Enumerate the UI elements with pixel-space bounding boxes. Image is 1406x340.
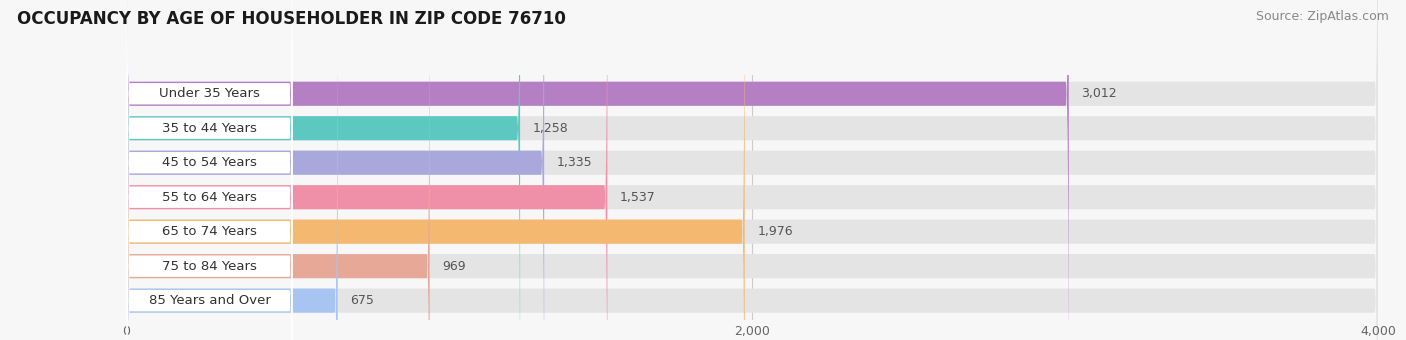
FancyBboxPatch shape (127, 0, 607, 340)
FancyBboxPatch shape (127, 0, 745, 340)
Text: 65 to 74 Years: 65 to 74 Years (162, 225, 257, 238)
Text: Source: ZipAtlas.com: Source: ZipAtlas.com (1256, 10, 1389, 23)
FancyBboxPatch shape (127, 0, 520, 340)
FancyBboxPatch shape (127, 0, 1378, 340)
FancyBboxPatch shape (127, 0, 337, 340)
FancyBboxPatch shape (127, 0, 292, 340)
Text: 1,537: 1,537 (620, 191, 655, 204)
Text: Under 35 Years: Under 35 Years (159, 87, 260, 100)
Text: 75 to 84 Years: 75 to 84 Years (162, 260, 257, 273)
FancyBboxPatch shape (127, 0, 1378, 340)
Text: 45 to 54 Years: 45 to 54 Years (162, 156, 257, 169)
FancyBboxPatch shape (127, 0, 544, 340)
FancyBboxPatch shape (127, 0, 292, 340)
FancyBboxPatch shape (127, 1, 292, 340)
FancyBboxPatch shape (127, 0, 1378, 340)
Text: 3,012: 3,012 (1081, 87, 1116, 100)
FancyBboxPatch shape (127, 0, 1069, 340)
FancyBboxPatch shape (127, 0, 1378, 340)
Text: OCCUPANCY BY AGE OF HOUSEHOLDER IN ZIP CODE 76710: OCCUPANCY BY AGE OF HOUSEHOLDER IN ZIP C… (17, 10, 565, 28)
FancyBboxPatch shape (127, 0, 1378, 340)
Text: 35 to 44 Years: 35 to 44 Years (162, 122, 257, 135)
FancyBboxPatch shape (127, 0, 430, 340)
FancyBboxPatch shape (127, 0, 292, 340)
FancyBboxPatch shape (127, 0, 292, 340)
FancyBboxPatch shape (127, 0, 292, 340)
Text: 55 to 64 Years: 55 to 64 Years (162, 191, 257, 204)
Text: 675: 675 (350, 294, 374, 307)
Text: 1,258: 1,258 (533, 122, 568, 135)
FancyBboxPatch shape (127, 0, 1378, 340)
FancyBboxPatch shape (127, 0, 1378, 340)
Text: 85 Years and Over: 85 Years and Over (149, 294, 270, 307)
Text: 1,335: 1,335 (557, 156, 592, 169)
Text: 1,976: 1,976 (758, 225, 793, 238)
FancyBboxPatch shape (127, 0, 292, 340)
Text: 969: 969 (443, 260, 465, 273)
